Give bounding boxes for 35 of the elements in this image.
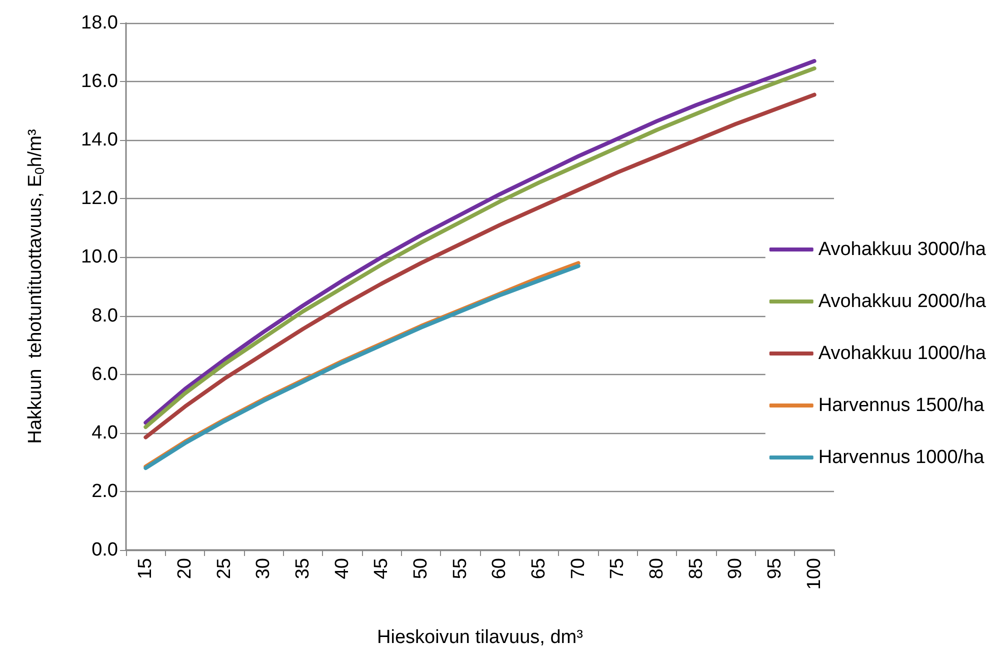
legend-label: Harvennus 1500/ha xyxy=(818,395,985,416)
y-tick-label: 12.0 xyxy=(81,188,118,210)
x-tick-label: 15 xyxy=(135,558,156,580)
y-tick-label: 14.0 xyxy=(81,130,118,151)
y-tick-label: 18.0 xyxy=(81,12,118,34)
x-tick-label: 75 xyxy=(607,558,628,580)
y-tick-label: 10.0 xyxy=(81,246,118,268)
x-tick-label: 80 xyxy=(646,558,668,580)
x-tick-label: 90 xyxy=(725,558,746,580)
y-axis-title: Hakkuun tehotuntituottavuus, E0h/m³ xyxy=(25,129,47,444)
y-tick-label: 8.0 xyxy=(92,305,118,326)
legend-label: Avohakkuu 3000/ha xyxy=(818,239,986,260)
x-tick-label: 50 xyxy=(410,558,432,580)
x-tick-label: 20 xyxy=(174,558,196,580)
x-tick-label: 30 xyxy=(253,558,274,580)
x-tick-label: 65 xyxy=(528,558,550,580)
x-tick-label: 100 xyxy=(804,558,825,590)
y-tick-label: 2.0 xyxy=(92,480,118,502)
legend-label: Avohakkuu 1000/ha xyxy=(818,343,986,364)
legend-label: Harvennus 1000/ha xyxy=(818,447,985,468)
y-tick-label: 6.0 xyxy=(92,364,118,385)
y-tick-label: 4.0 xyxy=(92,422,118,444)
y-tick-label: 16.0 xyxy=(81,71,118,92)
x-tick-label: 70 xyxy=(568,558,589,580)
x-tick-label: 60 xyxy=(489,558,510,580)
x-tick-label: 40 xyxy=(332,558,353,580)
x-tick-label: 85 xyxy=(686,558,707,580)
x-tick-label: 45 xyxy=(371,558,392,580)
x-tick-label: 25 xyxy=(214,558,235,580)
x-tick-label: 95 xyxy=(764,558,786,580)
x-tick-label: 55 xyxy=(450,558,471,580)
x-tick-label: 35 xyxy=(292,558,314,580)
x-axis-title: Hieskoivun tilavuus, dm³ xyxy=(377,627,583,648)
y-tick-label: 0.0 xyxy=(92,540,118,560)
legend-label: Avohakkuu 2000/ha xyxy=(818,291,986,312)
